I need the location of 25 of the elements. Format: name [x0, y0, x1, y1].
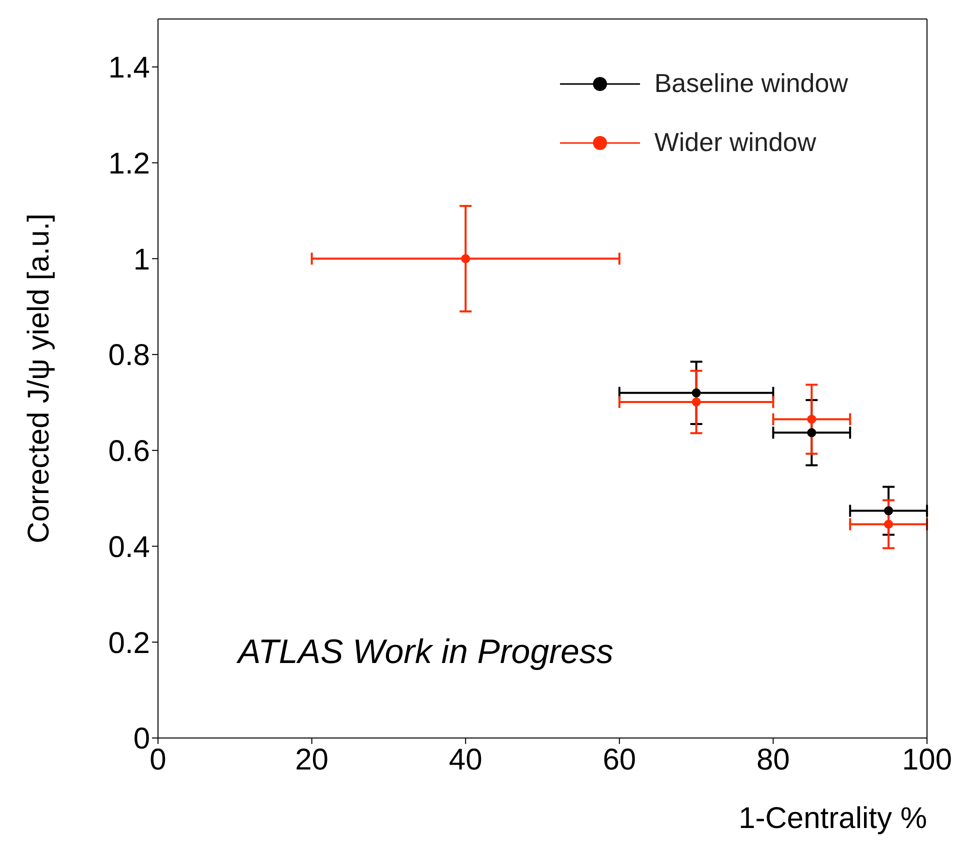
y-tick-label: 0.4: [108, 530, 150, 564]
y-tick-label: 0.8: [108, 339, 150, 372]
y-tick-label: 0: [133, 722, 150, 756]
y-axis-title: Corrected J/ψ yield [a.u.]: [22, 214, 56, 544]
y-tick-label: 1.2: [108, 147, 150, 180]
x-tick-label: 60: [602, 743, 636, 776]
y-tick-label: 0.6: [108, 435, 150, 468]
x-tick-label: 20: [295, 743, 328, 776]
y-tick-label: 1.4: [108, 52, 150, 85]
point: [692, 388, 701, 398]
x-tick-label: 100: [902, 743, 952, 776]
y-tick-label: 1: [133, 243, 150, 276]
point: [884, 520, 894, 529]
x-tick-label: 40: [448, 743, 482, 776]
legend-label: Baseline window: [654, 68, 848, 99]
point: [692, 397, 701, 406]
point: [461, 254, 470, 264]
point: [884, 506, 894, 516]
x-axis-title: 1-Centrality %: [738, 802, 927, 835]
point: [807, 428, 816, 438]
annotation: ATLAS Work in Progress: [238, 633, 614, 672]
point: [807, 414, 816, 424]
x-tick-label: 80: [756, 743, 790, 776]
legend-label: Wider window: [654, 127, 816, 158]
y-tick-label: 0.2: [108, 626, 150, 660]
